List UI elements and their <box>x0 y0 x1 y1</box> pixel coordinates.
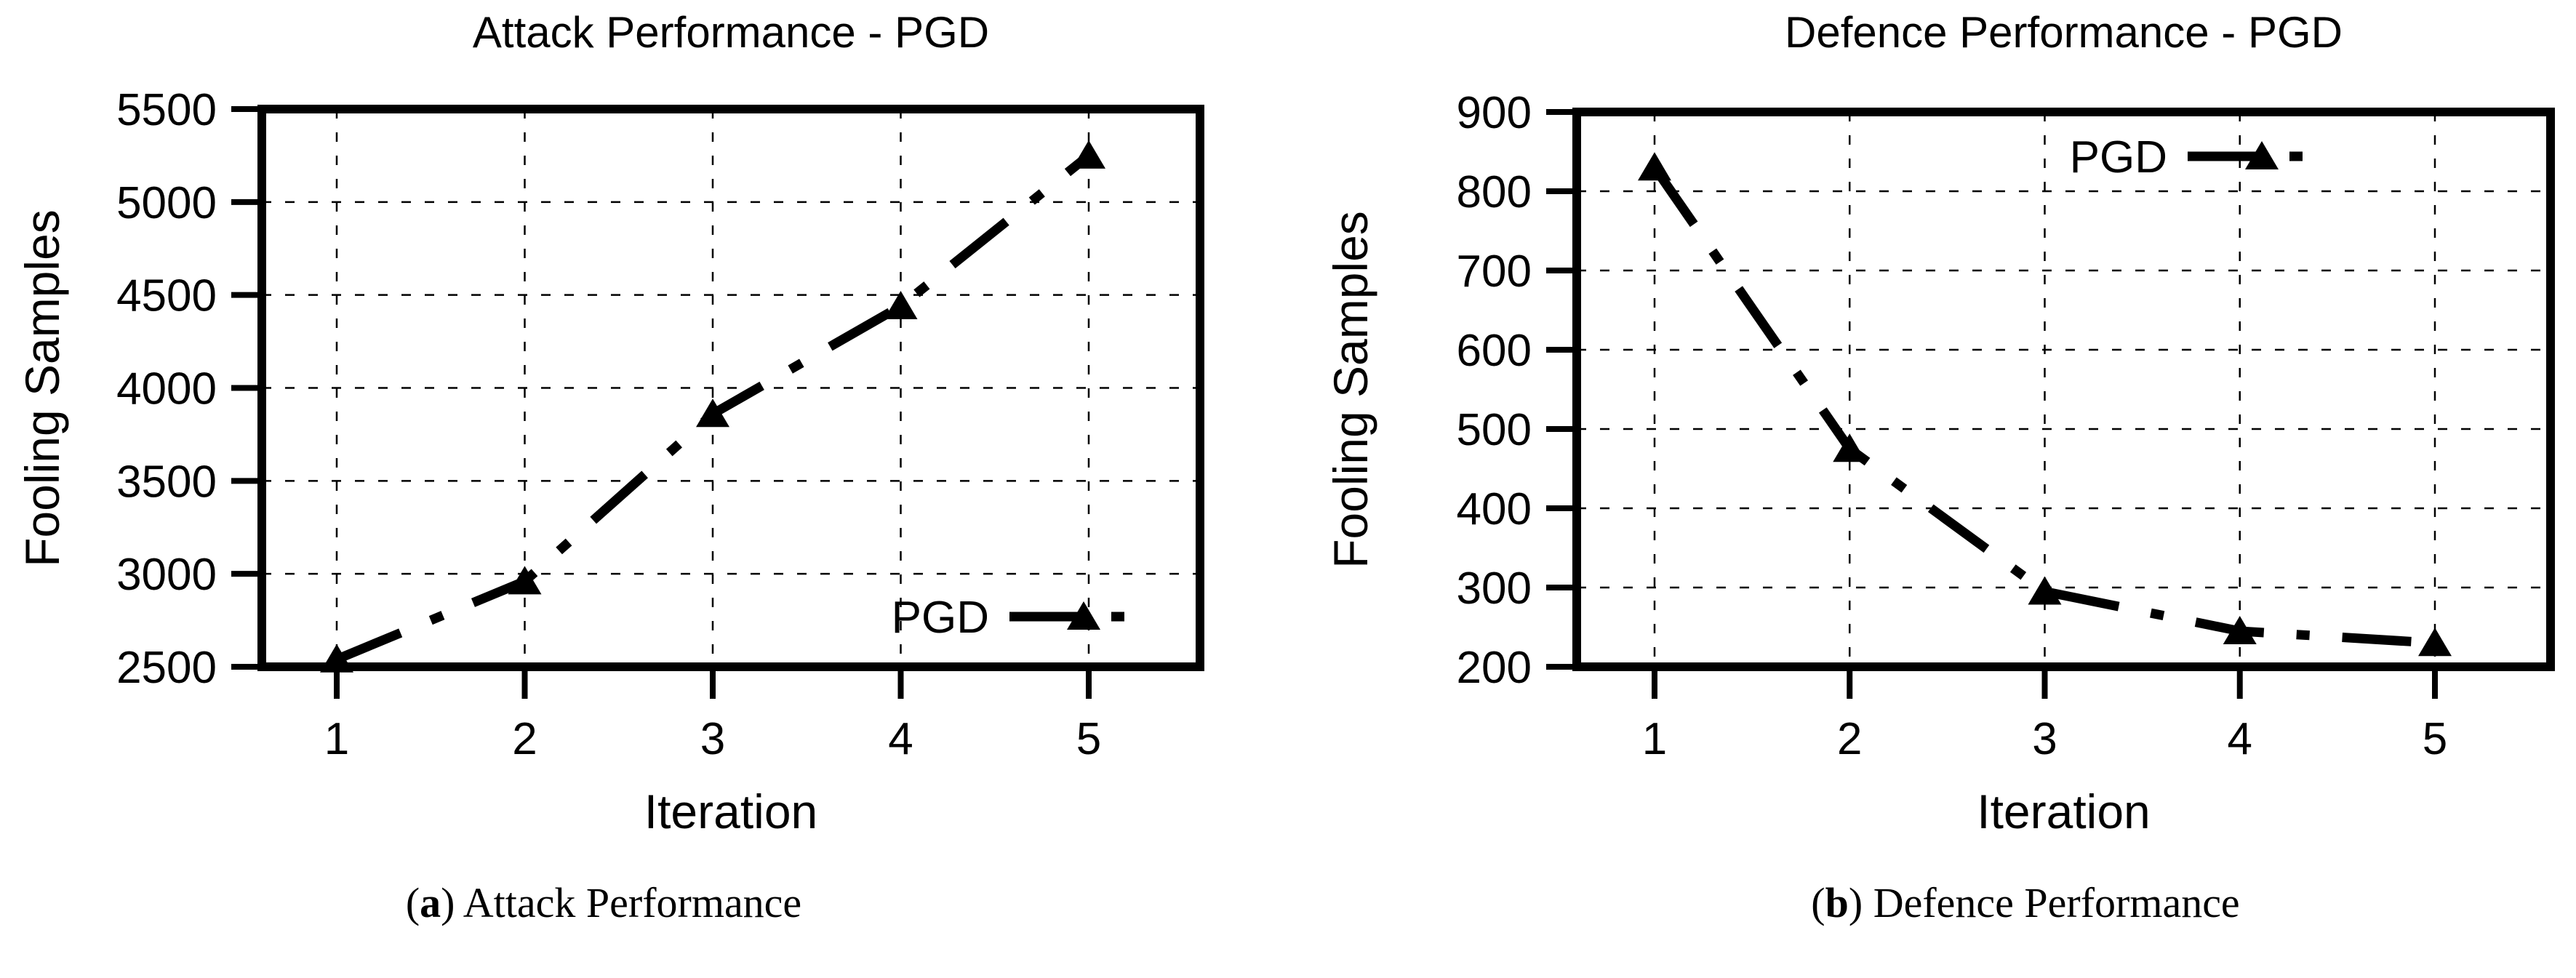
data-point-marker <box>2223 615 2257 644</box>
y-tick-label: 5500 <box>116 85 217 135</box>
y-tick-label: 500 <box>1457 405 1532 455</box>
defence-chart-plot: 200 300 400 500 600 700 800 900 1 2 3 4 5 PGD <box>1457 88 2555 764</box>
attack-chart-xlabel: Iteration <box>644 785 818 838</box>
x-tick-label: 5 <box>2423 714 2447 764</box>
attack-chart-caption: (a) Attack Performance <box>167 878 1040 927</box>
y-tick-label: 4000 <box>116 364 217 414</box>
plot-border <box>1572 108 2555 671</box>
series-line <box>1650 164 2436 648</box>
caption-open-paren: ( <box>1811 879 1825 926</box>
attack-chart-title: Attack Performance - PGD <box>472 8 990 57</box>
x-tick-label: 5 <box>1076 714 1101 764</box>
x-tick-label: 3 <box>700 714 725 764</box>
x-tick-label: 4 <box>2228 714 2252 764</box>
data-point-marker <box>1833 433 1867 462</box>
caption-letter: b <box>1825 879 1849 926</box>
data-point-marker <box>2418 628 2452 657</box>
x-tick-label: 1 <box>1642 714 1667 764</box>
defence-chart: Defence Performance - PGD Fooling Sample… <box>1288 0 2576 978</box>
defence-chart-title: Defence Performance - PGD <box>1785 8 2343 57</box>
x-tick-label: 1 <box>324 714 349 764</box>
y-tick-label: 900 <box>1457 88 1532 138</box>
y-tick-label: 800 <box>1457 167 1532 217</box>
y-tick-label: 700 <box>1457 246 1532 297</box>
data-point-marker <box>2028 576 2062 605</box>
caption-close-paren: ) <box>441 879 463 926</box>
y-tick-label: 5000 <box>116 178 217 228</box>
attack-chart-plot: 2500 3000 3500 4000 4500 5000 5500 1 2 3 4 5 PGD <box>116 85 1204 764</box>
y-tick-label: 400 <box>1457 484 1532 534</box>
data-point-marker <box>1072 140 1105 169</box>
y-tick-label: 2500 <box>116 643 217 693</box>
data-point-marker <box>696 398 729 428</box>
data-point-marker <box>508 566 542 595</box>
y-tick-label: 3500 <box>116 457 217 507</box>
caption-text: Attack Performance <box>463 879 802 926</box>
data-point-marker <box>1638 152 1671 181</box>
legend-marker <box>1067 601 1100 630</box>
caption-close-paren: ) <box>1848 879 1873 926</box>
caption-text: Defence Performance <box>1873 879 2240 926</box>
attack-chart: Attack Performance - PGD Fooling Samples… <box>15 8 1204 927</box>
defence-chart-caption: (b) Defence Performance <box>1589 878 2462 927</box>
y-tick-label: 3000 <box>116 550 217 600</box>
y-tick-label: 300 <box>1457 564 1532 614</box>
legend-label: PGD <box>2070 132 2167 183</box>
data-point-marker <box>320 644 353 673</box>
y-tick-label: 600 <box>1457 326 1532 376</box>
plot-border <box>257 105 1204 671</box>
defence-chart-xlabel: Iteration <box>1977 785 2151 838</box>
x-tick-label: 2 <box>512 714 537 764</box>
data-point-marker <box>884 291 918 320</box>
x-tick-label: 3 <box>2032 714 2057 764</box>
x-tick-label: 4 <box>888 714 913 764</box>
caption-open-paren: ( <box>405 879 420 926</box>
y-tick-label: 4500 <box>116 271 217 321</box>
legend-label: PGD <box>892 593 989 643</box>
legend-marker <box>2245 141 2279 169</box>
x-tick-label: 2 <box>1837 714 1862 764</box>
y-tick-label: 200 <box>1457 643 1532 693</box>
caption-letter: a <box>420 879 441 926</box>
